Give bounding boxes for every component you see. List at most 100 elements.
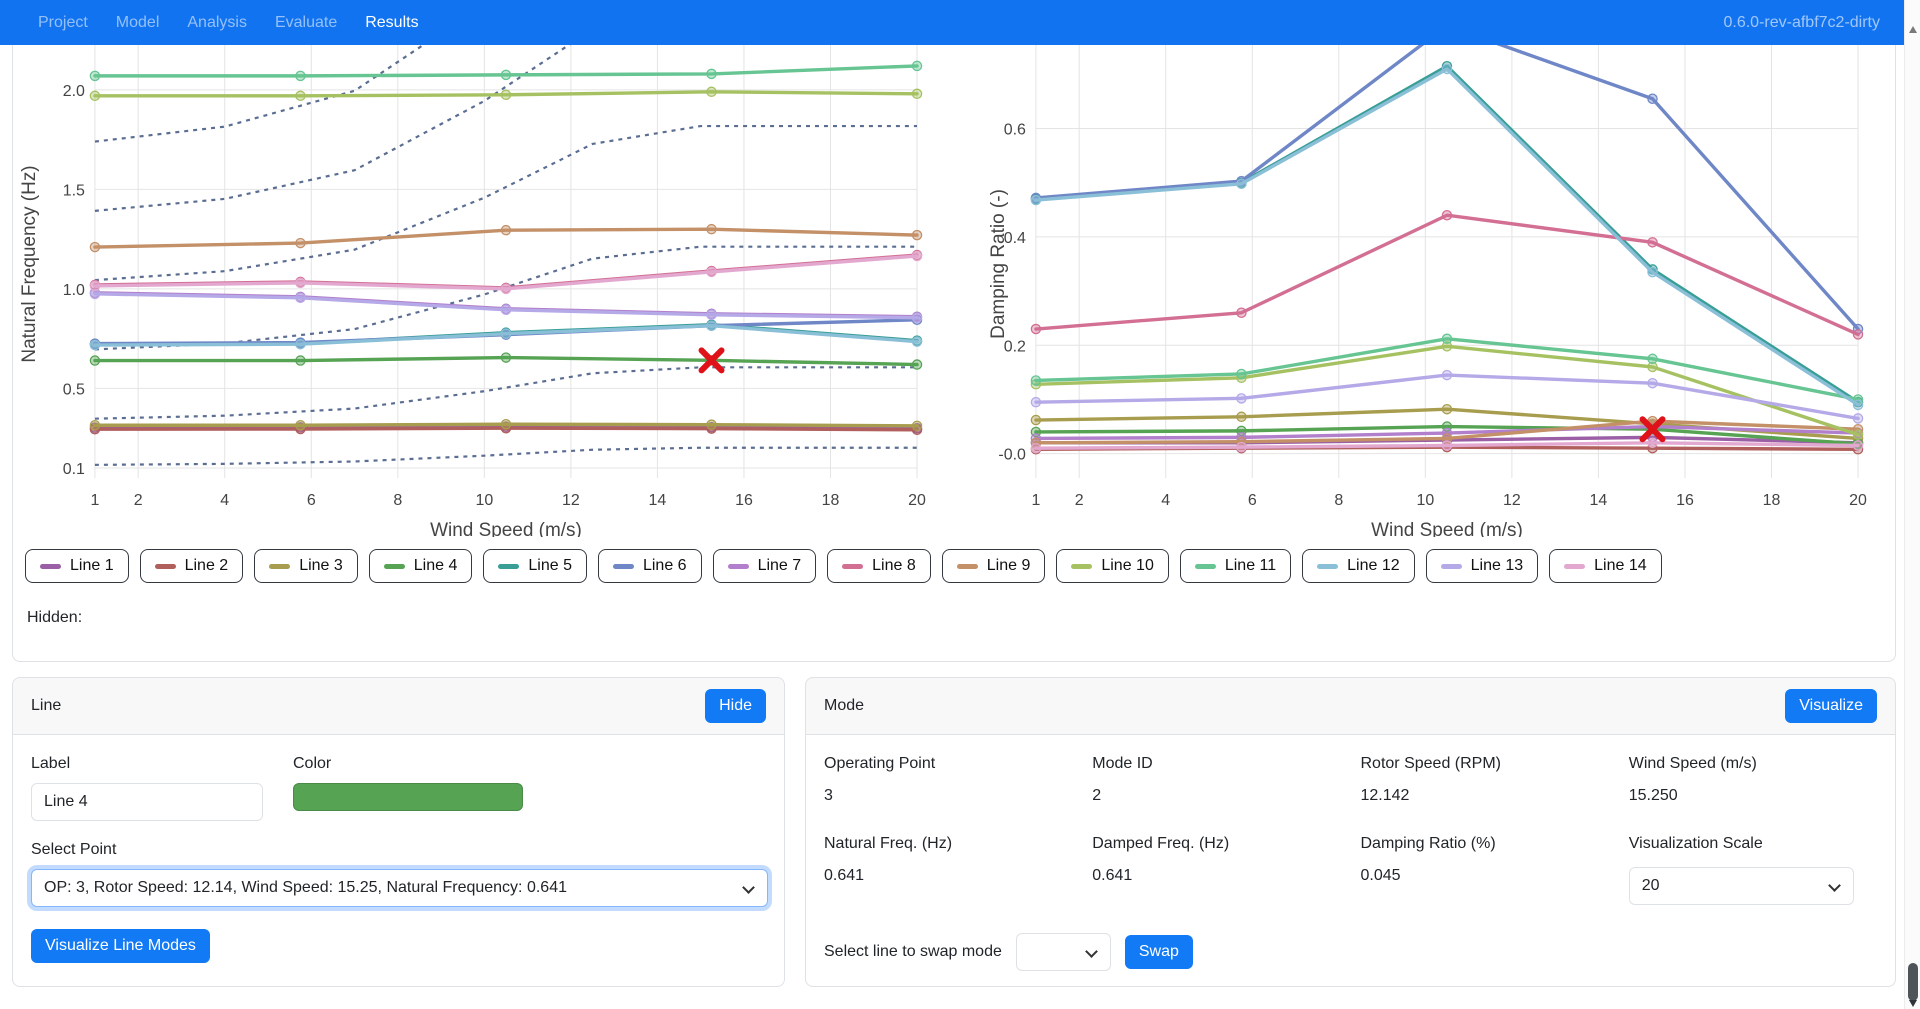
line-panel-body: Label Color Select Point OP: 3, Rotor Sp… — [13, 735, 784, 983]
line-panel-title: Line — [31, 697, 62, 714]
mode-field-label: Visualization Scale — [1628, 835, 1763, 852]
visualize-line-modes-button[interactable]: Visualize Line Modes — [31, 929, 210, 963]
legend-label: Line 2 — [184, 557, 229, 574]
legend-button-line-3[interactable]: Line 3 — [254, 549, 358, 583]
mode-field-operating-point: Operating Point 3 — [824, 755, 1072, 805]
svg-text:Wind Speed (m/s): Wind Speed (m/s) — [1371, 520, 1523, 537]
nav-item-evaluate[interactable]: Evaluate — [274, 13, 338, 31]
nav-item-analysis[interactable]: Analysis — [187, 13, 247, 31]
svg-text:0.6: 0.6 — [1004, 122, 1026, 139]
nav-item-model[interactable]: Model — [115, 13, 160, 31]
mode-field-label: Natural Freq. (Hz) — [824, 835, 953, 852]
svg-text:Wind Speed (m/s): Wind Speed (m/s) — [430, 520, 582, 537]
mode-panel-title: Mode — [824, 697, 865, 714]
scrollbar-thumb[interactable] — [1908, 963, 1918, 1001]
svg-text:4: 4 — [1161, 492, 1170, 509]
mode-field-rotor-speed-rpm: Rotor Speed (RPM) 12.142 — [1361, 755, 1609, 805]
legend-button-line-5[interactable]: Line 5 — [483, 549, 587, 583]
mode-field-value: 15.250 — [1628, 787, 1678, 804]
svg-text:8: 8 — [1334, 492, 1343, 509]
legend-label: Line 7 — [757, 557, 802, 574]
legend-button-line-6[interactable]: Line 6 — [597, 549, 702, 583]
legend-color-dash — [956, 563, 978, 569]
mode-field-value: 12.142 — [1360, 787, 1410, 804]
mode-field-wind-speed-m-s: Wind Speed (m/s) 15.250 — [1629, 755, 1877, 805]
legend-color-dash — [842, 563, 864, 569]
legend-color-dash — [1440, 563, 1462, 569]
legend-color-dash — [269, 563, 291, 569]
mode-field-label: Rotor Speed (RPM) — [1360, 755, 1502, 772]
legend-button-line-8[interactable]: Line 8 — [827, 549, 931, 583]
legend-button-line-4[interactable]: Line 4 — [368, 549, 473, 583]
select-point-dropdown[interactable]: OP: 3, Rotor Speed: 12.14, Wind Speed: 1… — [31, 869, 768, 907]
mode-panel: Mode Visualize Operating Point 3 Mode ID 2 R… — [805, 677, 1896, 987]
legend-button-line-12[interactable]: Line 12 — [1302, 549, 1415, 583]
scroll-up-icon[interactable] — [1909, 26, 1917, 33]
visualize-button[interactable]: Visualize — [1785, 689, 1877, 723]
swap-line-dropdown[interactable] — [1015, 933, 1111, 971]
scroll-down-icon[interactable] — [1909, 1000, 1917, 1007]
legend-button-line-14[interactable]: Line 14 — [1549, 549, 1662, 583]
nav-item-results[interactable]: Results — [365, 13, 419, 31]
legend-button-line-11[interactable]: Line 11 — [1179, 549, 1292, 583]
mode-field-label: Damping Ratio (%) — [1360, 835, 1496, 852]
mode-field-label: Operating Point — [824, 755, 936, 772]
line-panel: Line Hide Label Color Select Point OP: 3… — [12, 677, 785, 987]
select-point-label: Select Point — [31, 841, 117, 858]
chevron-down-icon — [742, 881, 755, 894]
legend-button-line-13[interactable]: Line 13 — [1425, 549, 1539, 583]
legend-color-dash — [383, 563, 405, 569]
svg-text:14: 14 — [1590, 492, 1608, 509]
legend-color-dash — [1194, 563, 1216, 569]
legend-button-line-2[interactable]: Line 2 — [139, 549, 244, 583]
navbar: Project Model Analysis Evaluate Results … — [0, 0, 1904, 45]
svg-text:-0.0: -0.0 — [998, 447, 1026, 464]
svg-text:1.5: 1.5 — [63, 182, 85, 199]
legend-color-dash — [40, 563, 61, 569]
mode-field-value: 0.641 — [1092, 867, 1133, 884]
charts-row: 1 2 4 6 8 10 12 14 16 18 20 0.1 0.5 1.0 1.5 2.0 Wind Spe… — [13, 45, 1895, 537]
svg-text:0.1: 0.1 — [63, 461, 85, 478]
chevron-down-icon — [1085, 945, 1098, 958]
hidden-lines-label: Hidden: — [27, 609, 83, 626]
legend-label: Line 12 — [1347, 557, 1400, 574]
visualization-scale-dropdown[interactable]: 20 — [1628, 867, 1854, 905]
mode-field-damping-ratio: Damping Ratio (%) 0.045 — [1361, 835, 1609, 905]
svg-text:14: 14 — [649, 492, 667, 509]
svg-text:1.0: 1.0 — [63, 282, 85, 299]
legend-button-line-1[interactable]: Line 1 — [25, 549, 129, 583]
svg-text:1: 1 — [1031, 492, 1040, 509]
svg-text:0.5: 0.5 — [63, 381, 85, 398]
line-label-input[interactable] — [31, 783, 263, 821]
svg-text:0.4: 0.4 — [1004, 230, 1026, 247]
legend-label: Line 6 — [642, 557, 687, 574]
svg-text:10: 10 — [475, 492, 493, 509]
hide-button[interactable]: Hide — [705, 689, 766, 723]
scrollbar[interactable] — [1904, 0, 1920, 1009]
nav-item-project[interactable]: Project — [38, 13, 88, 31]
legend-label: Line 11 — [1224, 557, 1277, 574]
legend-color-dash — [727, 563, 749, 569]
legend-button-line-7[interactable]: Line 7 — [712, 549, 817, 583]
swap-mode-row: Select line to swap mode Swap — [824, 933, 1877, 971]
mode-field-label: Wind Speed (m/s) — [1628, 755, 1757, 772]
legend-label: Line 3 — [299, 557, 343, 574]
svg-text:10: 10 — [1416, 492, 1434, 509]
legend-label: Line 9 — [986, 557, 1031, 574]
color-field-label: Color — [293, 755, 332, 772]
legend-button-line-9[interactable]: Line 9 — [941, 549, 1046, 583]
legend-label: Line 14 — [1594, 557, 1647, 574]
svg-text:8: 8 — [393, 492, 402, 509]
legend-button-line-10[interactable]: Line 10 — [1056, 549, 1169, 583]
svg-text:6: 6 — [307, 492, 316, 509]
legend-label: Line 8 — [872, 557, 916, 574]
line-panel-header: Line Hide — [13, 678, 784, 735]
mode-field-label: Damped Freq. (Hz) — [1092, 835, 1230, 852]
svg-text:16: 16 — [1676, 492, 1694, 509]
svg-text:12: 12 — [1503, 492, 1521, 509]
swap-button[interactable]: Swap — [1124, 935, 1193, 969]
line-color-swatch[interactable] — [293, 783, 523, 811]
label-field-label: Label — [31, 755, 71, 772]
